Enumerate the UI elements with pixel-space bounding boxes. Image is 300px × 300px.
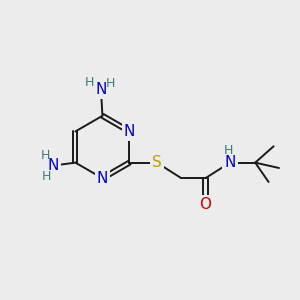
Text: N: N (47, 158, 59, 173)
Text: N: N (124, 124, 135, 139)
Text: H: H (85, 76, 94, 89)
Text: N: N (224, 155, 236, 170)
Text: H: H (224, 144, 233, 157)
Text: H: H (106, 76, 115, 90)
Text: O: O (200, 197, 211, 212)
Text: H: H (42, 170, 51, 183)
Text: S: S (152, 155, 162, 170)
Text: N: N (97, 171, 108, 186)
Text: N: N (95, 82, 106, 97)
Text: H: H (41, 149, 50, 162)
